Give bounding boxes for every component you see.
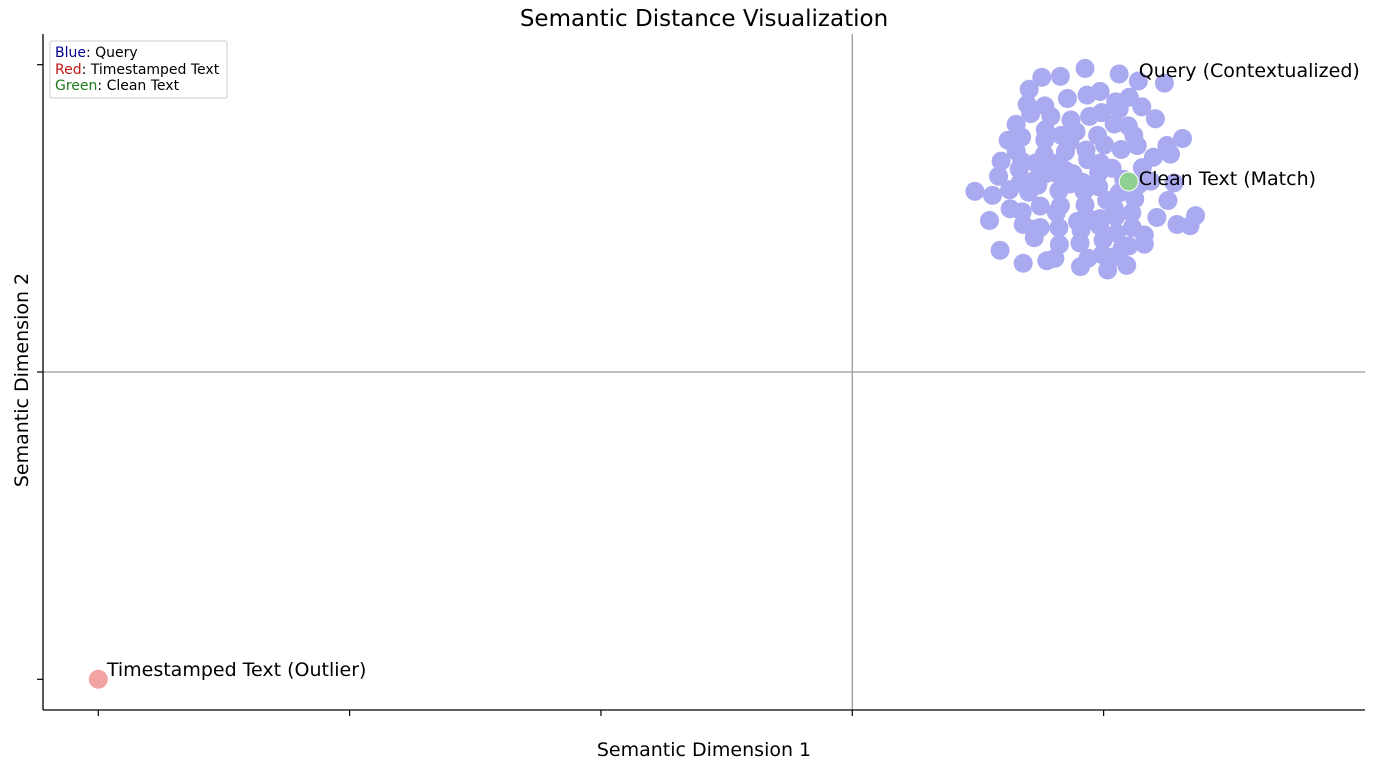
query-point [1134,234,1154,254]
legend-key-blue: Blue [55,45,86,61]
query-point [1122,203,1142,223]
query-point [1132,158,1152,178]
query-point [1070,233,1090,253]
query-point [1104,114,1124,134]
legend-entry-timestamped: Red: Timestamped Text [55,62,220,78]
query-point [1013,253,1033,273]
query-point [1164,173,1184,193]
query-point [1055,142,1075,162]
x-axis-label: Semantic Dimension 1 [597,739,811,761]
legend-sep: : [86,45,95,61]
query-point [983,185,1003,205]
query-point [1141,171,1161,191]
query-point [1119,236,1139,256]
query-point [1077,85,1097,105]
query-point [1009,159,1029,179]
query-point [1057,89,1077,109]
legend-label-query: Query [95,45,138,61]
query-point [1037,251,1057,271]
query-point [1028,175,1048,195]
query-point [1050,66,1070,86]
legend-sep: : [82,62,91,78]
query-point [1000,180,1020,200]
query-point [1032,67,1052,87]
query-point [1109,99,1129,119]
query-point [1081,210,1101,230]
query-point [990,240,1010,260]
legend-sep: : [97,78,106,94]
chart-title: Semantic Distance Visualization [520,6,888,32]
query-point [1160,144,1180,164]
y-axis-label: Semantic Dimension 2 [11,273,33,487]
query-point [1000,199,1020,219]
query-point [1158,191,1178,211]
query-point [1049,218,1069,238]
query-point [1035,130,1055,150]
query-point [1074,181,1094,201]
query-point [1075,58,1095,78]
query-point [1147,207,1167,227]
query-point [1050,196,1070,216]
legend: Blue: Query Red: Timestamped Text Green:… [49,40,228,99]
query-point [1093,230,1113,250]
legend-key-green: Green [55,78,97,94]
query-point [1025,219,1045,239]
annotation-clean-text: Clean Text (Match) [1139,168,1316,190]
query-point [1173,128,1193,148]
query-point [965,181,985,201]
query-point [1098,260,1118,280]
clean-point [1118,171,1139,192]
query-point [991,151,1011,171]
query-point [1111,140,1131,160]
query-point [1154,73,1174,93]
query-point [1021,104,1041,124]
legend-entry-query: Blue: Query [55,45,138,61]
query-point [980,211,1000,231]
query-point [1132,97,1152,117]
legend-label-timestamped: Timestamped Text [90,62,220,78]
annotations: Query (Contextualized) Clean Text (Match)… [106,60,1360,681]
query-point [1145,109,1165,129]
data-points [88,58,1206,689]
legend-box [49,40,228,99]
query-point [1080,106,1100,126]
query-point [1019,79,1039,99]
query-point [1180,216,1200,236]
query-point [1075,195,1095,215]
legend-key-red: Red [55,62,82,78]
annotation-query: Query (Contextualized) [1139,60,1360,82]
axis-ticks [37,64,1105,716]
query-point [1109,64,1129,84]
annotation-timestamped-text: Timestamped Text (Outlier) [106,659,367,681]
timestamped-point [88,669,108,689]
query-point [989,166,1009,186]
legend-label-clean: Clean Text [107,78,180,94]
query-point [1030,196,1050,216]
query-point [1095,135,1115,155]
legend-entry-clean: Green: Clean Text [55,78,180,94]
query-point [1106,207,1126,227]
reference-lines [43,34,1365,710]
query-point [1006,141,1026,161]
query-point [1127,136,1147,156]
query-point [1055,160,1075,180]
query-point [1089,163,1109,183]
query-point [1128,71,1148,91]
query-point [1070,257,1090,277]
